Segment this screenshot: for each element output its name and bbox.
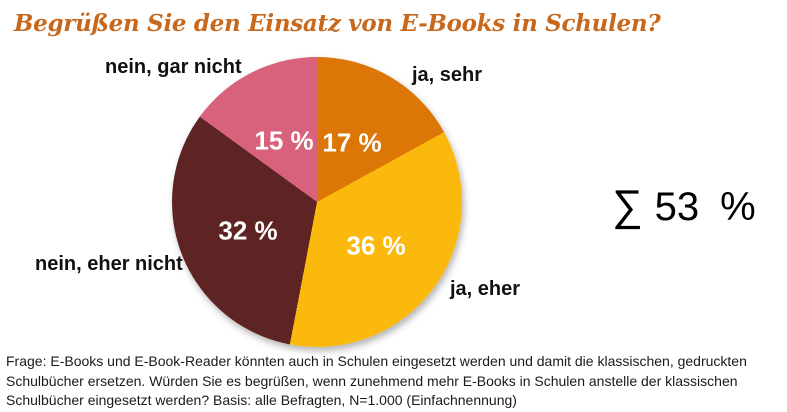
slice-value-ja-sehr: 17 % <box>322 127 382 158</box>
pie-chart <box>172 57 462 347</box>
footnote: Frage: E-Books und E-Book-Reader könnten… <box>6 352 747 411</box>
slice-value-nein-gar-nicht: 15 % <box>254 125 314 156</box>
slice-label-ja-eher: ja, eher <box>450 278 521 300</box>
slice-value-nein-eher-nicht: 32 % <box>218 215 278 246</box>
sigma-icon: ∑ <box>612 182 643 230</box>
slice-value-ja-eher: 36 % <box>346 230 406 261</box>
footnote-line: Frage: E-Books und E-Book-Reader könnten… <box>6 353 747 369</box>
sum-value: 53 <box>654 185 700 229</box>
slice-label-nein-gar-nicht: nein, gar nicht <box>105 56 242 78</box>
slice-label-nein-eher-nicht: nein, eher nicht <box>35 253 183 275</box>
chart-title: Begrüßen Sie den Einsatz von E-Books in … <box>14 10 661 37</box>
footnote-line: Schulbücher eingesetzt werden? Basis: al… <box>6 392 517 408</box>
footnote-line: Schulbücher ersetzen. Würden Sie es begr… <box>6 372 738 389</box>
sum-annotation: ∑ 53 % <box>612 182 756 231</box>
sum-unit: % <box>720 185 756 229</box>
slice-label-ja-sehr: ja, sehr <box>412 64 483 86</box>
